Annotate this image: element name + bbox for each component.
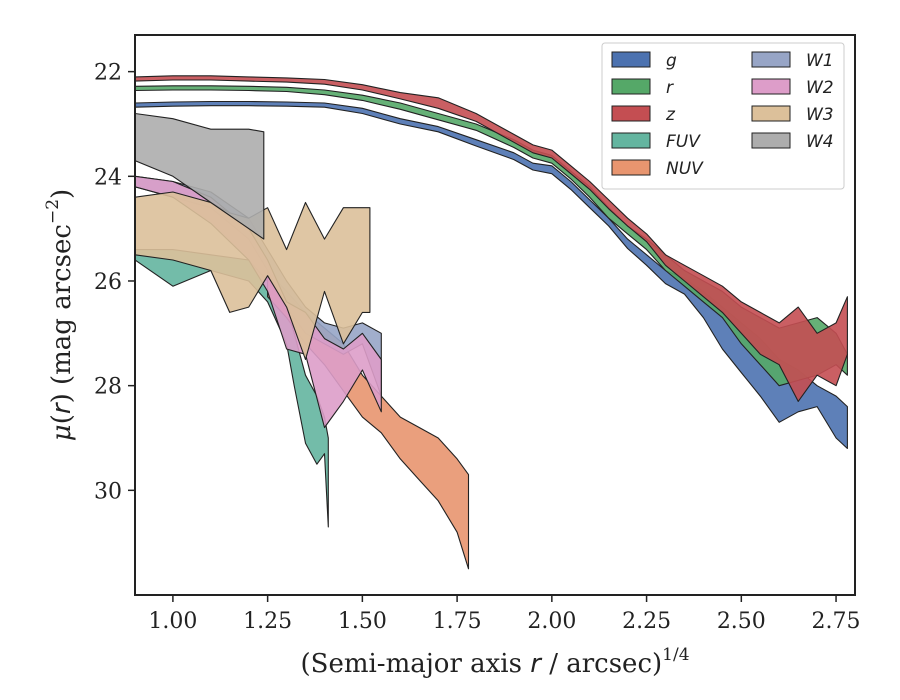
series-band-w4 [135,112,265,240]
x-axis-title: (Semi-major axis r / arcsec)1/4 [300,645,689,679]
plot-frame [134,34,856,596]
y-tick-label: 22 [94,61,122,86]
x-axis-title-post: / arcsec) [541,649,662,679]
legend-swatch-g [611,51,651,68]
y-axis-title-mu: μ [47,424,77,441]
legend-label-w2: W2 [806,78,834,98]
x-axis-title-sup: 1/4 [662,645,689,665]
legend-label-r: r [666,78,674,98]
y-axis-title-close: ) (mag arcsec [47,224,77,403]
legend-label-fuv: FUV [666,132,701,152]
x-tick-label: 1.25 [243,609,292,634]
tick-layer: 1.00 1.25 1.50 1.75 2.00 2.25 2.50 2.75 22 24 26 28… [94,61,861,634]
x-axis-title-var: r [530,649,543,679]
x-tick-label: 2.75 [812,609,861,634]
legend-label-nuv: NUV [666,159,704,179]
y-axis-title-var: r [47,401,77,414]
legend-label-w3: W3 [806,105,834,125]
series-layer [135,75,848,570]
legend-swatch-r [611,78,651,95]
legend-swatch-w1 [751,51,791,68]
x-tick-label: 1.00 [148,609,197,634]
series-band-g [135,100,848,450]
legend-label-w1: W1 [806,51,834,71]
y-axis-title-sup: −2 [43,199,63,224]
y-tick-label: 28 [94,375,122,400]
legend-swatch-w4 [751,132,791,149]
legend-label-z: z [665,105,676,125]
legend-swatch-w2 [751,78,791,95]
legend-swatch-z [611,105,651,122]
x-tick-label: 2.25 [622,609,671,634]
y-axis-title-open: ( [47,414,77,424]
legend-label-g: g [666,51,677,71]
x-tick-label: 2.00 [527,609,576,634]
x-axis-title-pre: (Semi-major axis [300,649,530,679]
legend-swatch-fuv [611,132,651,149]
legend-swatch-w3 [751,105,791,122]
y-tick-label: 30 [94,479,122,504]
legend-label-w4: W4 [806,132,834,152]
y-axis-title: μ(r) (mag arcsec−2) [43,189,77,441]
y-axis-title-end: ) [47,189,77,199]
x-tick-label: 1.50 [338,609,387,634]
x-tick-label: 1.75 [433,609,482,634]
y-tick-label: 26 [94,270,122,295]
series-band-z [135,75,848,402]
legend: grz FUV NUV W1 W2 W3 W4 [601,42,845,190]
y-tick-label: 24 [94,165,122,190]
legend-swatch-nuv [611,159,651,176]
x-tick-label: 2.50 [717,609,766,634]
